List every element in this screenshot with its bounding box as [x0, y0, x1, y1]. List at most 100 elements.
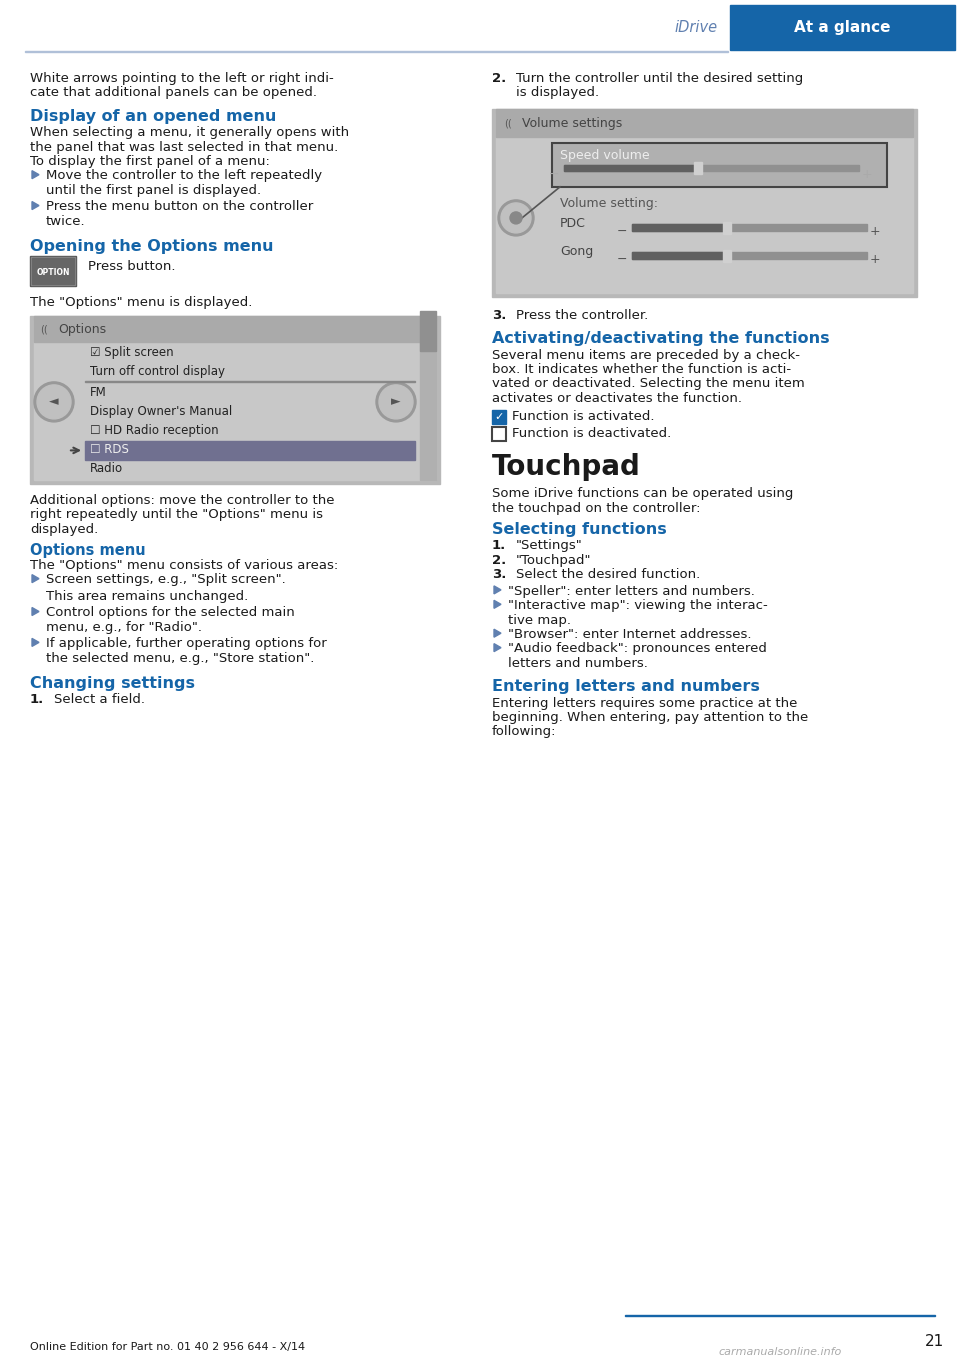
Text: When selecting a menu, it generally opens with: When selecting a menu, it generally open… — [30, 127, 349, 139]
Circle shape — [501, 203, 531, 233]
Text: 2.: 2. — [492, 554, 506, 567]
Circle shape — [498, 200, 534, 236]
Text: Radio: Radio — [90, 462, 123, 475]
Bar — [32, 259, 74, 285]
Text: iDrive: iDrive — [675, 20, 718, 35]
Text: Touchpad: Touchpad — [492, 454, 641, 481]
Bar — [30, 316, 440, 484]
Text: Display of an opened menu: Display of an opened menu — [30, 109, 276, 124]
Text: OPTION: OPTION — [36, 268, 70, 276]
Text: Select a field.: Select a field. — [54, 693, 145, 707]
Text: To display the first panel of a menu:: To display the first panel of a menu: — [30, 155, 270, 168]
Text: 3.: 3. — [492, 309, 506, 321]
Text: 1.: 1. — [492, 539, 506, 553]
Bar — [496, 113, 913, 293]
Circle shape — [510, 212, 522, 223]
Text: +: + — [862, 168, 873, 181]
Text: White arrows pointing to the left or right indi-: White arrows pointing to the left or rig… — [30, 72, 334, 84]
Bar — [34, 320, 436, 479]
Circle shape — [37, 385, 71, 419]
Text: menu, e.g., for "Radio".: menu, e.g., for "Radio". — [46, 621, 202, 633]
Polygon shape — [32, 170, 39, 178]
Text: the selected menu, e.g., "Store station".: the selected menu, e.g., "Store station"… — [46, 651, 314, 665]
Text: Entering letters requires some practice at the: Entering letters requires some practice … — [492, 696, 798, 710]
Bar — [564, 165, 859, 170]
Text: The "Options" menu is displayed.: The "Options" menu is displayed. — [30, 297, 252, 309]
Polygon shape — [32, 639, 39, 647]
Bar — [496, 109, 913, 136]
Polygon shape — [32, 607, 39, 616]
Polygon shape — [32, 575, 39, 583]
Text: Turn the controller until the desired setting: Turn the controller until the desired se… — [516, 72, 804, 84]
Text: This area remains unchanged.: This area remains unchanged. — [46, 590, 249, 603]
Text: right repeatedly until the "Options" menu is: right repeatedly until the "Options" men… — [30, 508, 323, 522]
Text: Activating/deactivating the functions: Activating/deactivating the functions — [492, 331, 829, 346]
Text: Select the desired function.: Select the desired function. — [516, 568, 700, 582]
Bar — [730, 5, 955, 50]
Text: −: − — [616, 225, 627, 238]
Text: ✓: ✓ — [494, 413, 504, 422]
Text: "Settings": "Settings" — [516, 539, 583, 553]
Bar — [30, 256, 76, 286]
Bar — [625, 1314, 935, 1316]
Polygon shape — [494, 629, 501, 637]
Text: tive map.: tive map. — [508, 613, 571, 627]
Bar — [632, 252, 726, 259]
FancyBboxPatch shape — [552, 143, 887, 187]
Text: If applicable, further operating options for: If applicable, further operating options… — [46, 637, 326, 650]
Text: ◄: ◄ — [49, 395, 59, 409]
Text: At a glance: At a glance — [794, 20, 891, 35]
Bar — [31, 257, 75, 286]
Text: +: + — [870, 253, 880, 266]
Text: until the first panel is displayed.: until the first panel is displayed. — [46, 184, 261, 197]
Text: ☐ RDS: ☐ RDS — [90, 443, 129, 456]
Text: "Speller": enter letters and numbers.: "Speller": enter letters and numbers. — [508, 584, 755, 598]
Bar — [85, 441, 415, 460]
Bar — [492, 426, 506, 441]
Text: Options: Options — [58, 323, 107, 336]
Text: letters and numbers.: letters and numbers. — [508, 656, 648, 670]
Text: Function is activated.: Function is activated. — [512, 410, 655, 424]
Text: Volume setting:: Volume setting: — [560, 197, 658, 210]
Polygon shape — [32, 202, 39, 210]
Text: Selecting functions: Selecting functions — [492, 522, 667, 537]
Text: FM: FM — [90, 385, 107, 399]
Text: Options menu: Options menu — [30, 543, 146, 558]
Bar — [492, 109, 917, 297]
Text: Screen settings, e.g., "Split screen".: Screen settings, e.g., "Split screen". — [46, 573, 286, 587]
Text: cate that additional panels can be opened.: cate that additional panels can be opene… — [30, 86, 317, 99]
Text: the panel that was last selected in that menu.: the panel that was last selected in that… — [30, 140, 338, 154]
Bar — [492, 410, 506, 425]
Text: 21: 21 — [925, 1335, 945, 1350]
Text: Control options for the selected main: Control options for the selected main — [46, 606, 295, 620]
Text: Several menu items are preceded by a check-: Several menu items are preceded by a che… — [492, 349, 800, 361]
Text: is displayed.: is displayed. — [516, 86, 599, 99]
Text: Changing settings: Changing settings — [30, 676, 195, 691]
Text: Volume settings: Volume settings — [522, 117, 622, 131]
Bar — [34, 316, 420, 342]
Text: ((: (( — [40, 326, 48, 335]
Text: ☑ Split screen: ☑ Split screen — [90, 346, 174, 360]
Text: ((: (( — [504, 118, 512, 129]
Text: 3.: 3. — [492, 568, 506, 582]
Text: ►: ► — [391, 395, 401, 409]
Text: Some iDrive functions can be operated using: Some iDrive functions can be operated us… — [492, 488, 793, 500]
Bar — [420, 311, 436, 351]
Text: Press the controller.: Press the controller. — [516, 309, 648, 321]
Text: Opening the Options menu: Opening the Options menu — [30, 240, 274, 255]
Text: Speed volume: Speed volume — [560, 148, 650, 162]
Text: Press button.: Press button. — [88, 260, 176, 274]
Text: carmanualsonline.info: carmanualsonline.info — [718, 1347, 842, 1357]
Text: twice.: twice. — [46, 215, 85, 227]
Text: Press the menu button on the controller: Press the menu button on the controller — [46, 200, 313, 214]
Polygon shape — [494, 586, 501, 594]
Bar — [564, 165, 697, 170]
Text: following:: following: — [492, 726, 557, 738]
Bar — [632, 252, 867, 259]
Text: Additional options: move the controller to the: Additional options: move the controller … — [30, 494, 334, 507]
Bar — [632, 223, 867, 232]
Circle shape — [34, 381, 74, 422]
Text: vated or deactivated. Selecting the menu item: vated or deactivated. Selecting the menu… — [492, 377, 804, 391]
Circle shape — [379, 385, 413, 419]
Bar — [723, 249, 731, 262]
